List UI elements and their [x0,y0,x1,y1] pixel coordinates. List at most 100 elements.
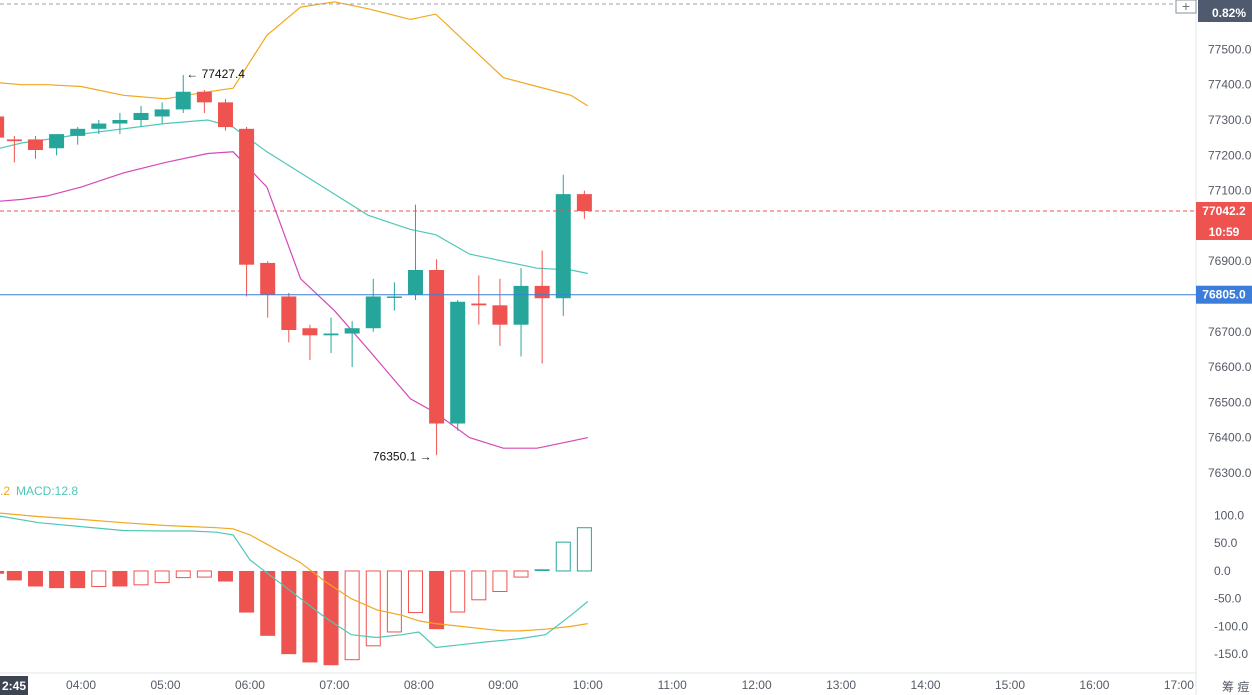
candle-body [534,285,550,299]
candle-body [49,134,65,149]
reference-price-label: 76805.0 [1202,288,1246,302]
candle[interactable] [196,90,212,113]
candle-body [365,296,381,329]
candle[interactable] [217,98,233,131]
candle-body [239,128,255,265]
price-tick-label: 77200.0 [1208,148,1252,162]
candle[interactable] [555,174,571,316]
candle-body [576,194,592,211]
candle-body [0,116,5,138]
candle-body [344,328,360,334]
macd-histogram-bar [492,570,508,592]
candle[interactable] [302,324,318,360]
candle[interactable] [450,300,466,431]
plus-icon[interactable]: + [1182,0,1190,14]
macd-histogram-bar [302,570,318,663]
time-tick-label: 16:00 [1079,678,1109,692]
candle-body [471,303,487,306]
candles[interactable] [0,75,592,456]
candle[interactable] [133,105,149,128]
candle[interactable] [492,278,508,346]
candle[interactable] [576,190,592,219]
price-tick-label: 77300.0 [1208,113,1252,127]
bollinger-bands [0,1,589,449]
price-tick-label: 76500.0 [1208,395,1252,409]
candle-body [555,194,571,299]
price-axis[interactable]: 77600.077500.077400.077300.077200.077100… [1208,7,1252,480]
candle[interactable] [407,204,423,300]
macd-histogram-bar [407,570,423,614]
price-tick-label: 76900.0 [1208,254,1252,268]
candle-body [260,262,276,295]
macd-histogram-bar [154,570,170,584]
signal-line [0,512,588,632]
macd-legend-prefix: .2 [0,484,10,498]
macd-histogram-bar [260,570,276,636]
candle[interactable] [175,75,191,113]
candle-body [112,120,128,124]
price-tick-label: 76300.0 [1208,466,1252,480]
price-tick-label: 77500.0 [1208,42,1252,56]
candle[interactable] [260,261,276,318]
candle[interactable] [49,134,65,156]
price-tick-label: 77100.0 [1208,184,1252,198]
macd-histogram-bar [6,570,22,581]
candle[interactable] [344,321,360,368]
time-tick-label: 17:00 [1164,678,1194,692]
macd-histogram-bar [513,570,529,578]
macd-histogram-bar [323,570,339,666]
candle[interactable] [6,135,22,163]
macd-histogram-bar [175,570,191,579]
candle[interactable] [0,113,5,138]
candle-body [407,270,423,295]
upper-band-line [0,1,589,107]
macd-histogram-bar [91,570,107,587]
change-badge [1198,0,1252,22]
candle[interactable] [365,278,381,332]
time-tick-label: 08:00 [404,678,434,692]
time-tick-label: 12:00 [742,678,772,692]
price-tick-label: 77400.0 [1208,78,1252,92]
candle[interactable] [70,127,86,145]
candle[interactable] [112,112,128,135]
macd-tick-label: 50.0 [1214,536,1238,550]
candle[interactable] [513,268,529,357]
reference-lines: 76805.0 77042.2 10:59 [0,201,1252,304]
countdown-label: 10:59 [1209,225,1240,239]
macd-histogram-bar [386,570,402,633]
candle-body [6,139,22,142]
price-tick-label: 76600.0 [1208,360,1252,374]
candle-body [154,109,170,117]
candle[interactable] [471,275,487,325]
plus-button[interactable] [1175,0,1197,14]
candle[interactable] [429,259,445,456]
time-tick-label: 15:00 [995,678,1025,692]
macd-histogram-bar [239,570,255,613]
header-controls[interactable]: + 0.82% [0,0,1252,22]
macd-panel[interactable]: .2 MACD:12.8 [0,484,592,666]
candle[interactable] [386,282,402,311]
time-tick-label: 07:00 [319,678,349,692]
candle[interactable] [323,317,339,353]
macd-axis: 100.0 50.0 0.0 -50.0 -100.0 -150.0 [1214,509,1248,662]
lower-band-line [0,151,588,449]
macd-histogram-bar [281,570,297,655]
candle[interactable] [239,127,255,297]
last-price-badge [1196,201,1252,240]
macd-line [0,515,589,649]
change-badge-text: 0.82% [1212,6,1246,20]
candle[interactable] [154,102,170,124]
candle-body [281,296,297,330]
candle-body [70,128,86,136]
corner-label: 筹 痘 [1222,679,1249,694]
candle-body [91,123,107,129]
macd-histogram-bar [217,570,233,582]
candle[interactable] [281,292,297,343]
candle[interactable] [534,250,550,364]
candle[interactable] [91,120,107,135]
macd-histogram-bar [0,570,5,574]
candle[interactable] [27,135,43,159]
time-axis[interactable]: 2:45 04:00 05:00 06:00 07:00 08:00 09:00 10:00 1… [0,676,1194,695]
macd-histogram-bar [112,570,128,587]
